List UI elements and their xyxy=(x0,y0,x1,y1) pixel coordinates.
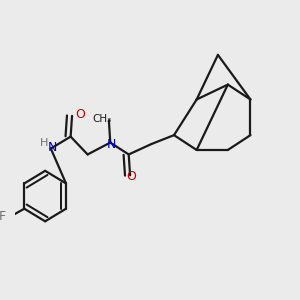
Text: N: N xyxy=(107,138,116,151)
Text: O: O xyxy=(76,108,85,121)
Text: F: F xyxy=(0,210,6,224)
Text: CH₃: CH₃ xyxy=(92,114,111,124)
Text: N: N xyxy=(47,140,57,154)
Text: H: H xyxy=(40,138,48,148)
Text: O: O xyxy=(127,170,136,183)
